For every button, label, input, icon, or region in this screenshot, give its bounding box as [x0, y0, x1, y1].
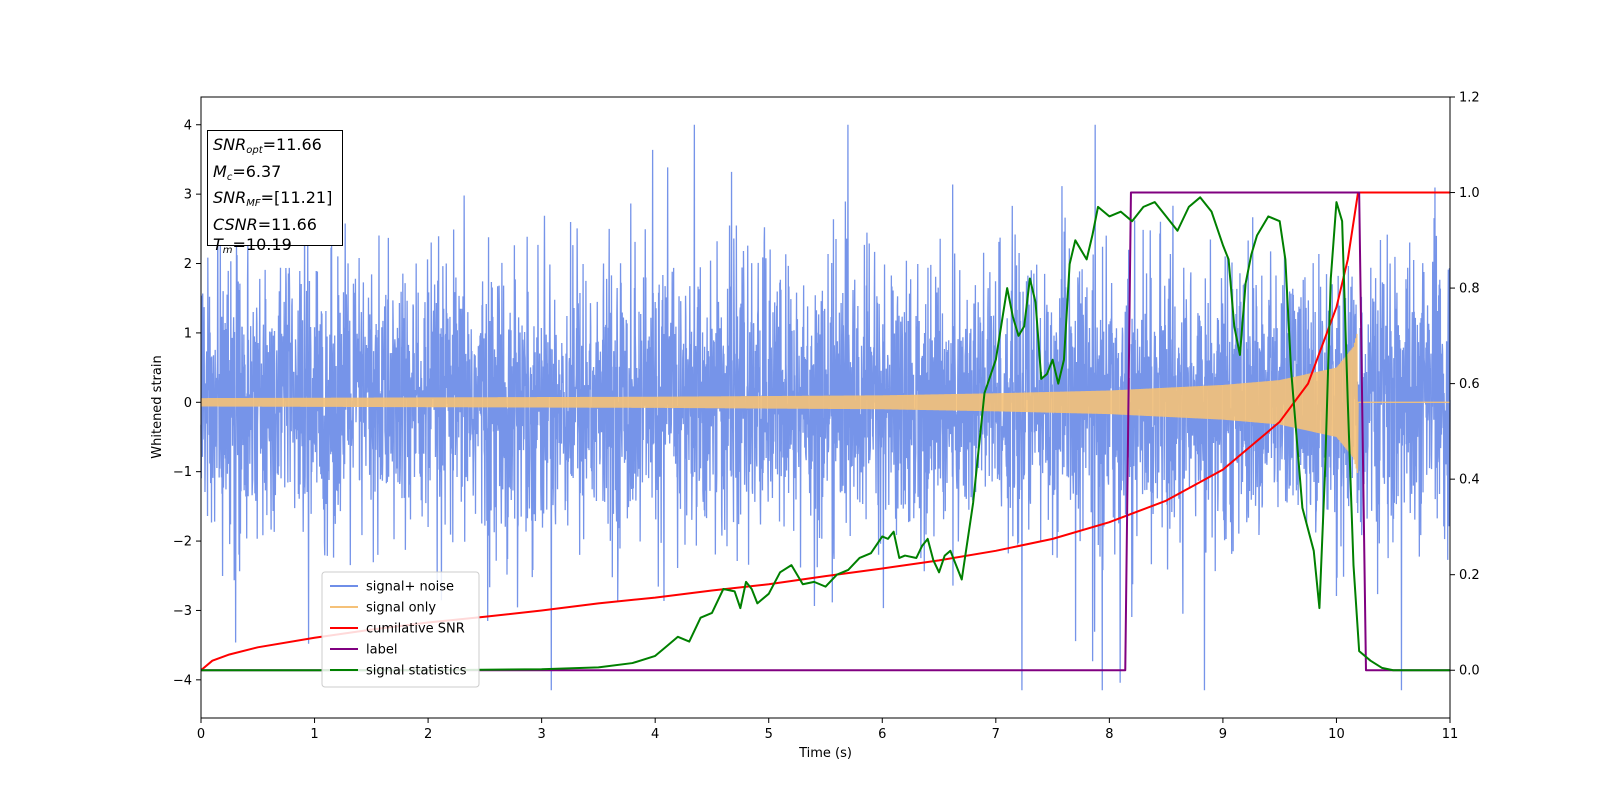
- plot-frame: [200, 96, 1451, 719]
- legend-label-signal-noise: signal+ noise: [366, 580, 454, 595]
- info-snr-mf: SNRMF=[11.21]: [213, 188, 337, 215]
- info-tm-value: =10.19: [232, 235, 292, 254]
- y-tick-label: −3: [173, 604, 192, 619]
- info-mc-subscript: c: [226, 171, 233, 183]
- y2-tick-label: 0.8: [1459, 282, 1480, 297]
- info-csnr-value: =11.66: [257, 214, 317, 234]
- legend-label-label: label: [366, 643, 397, 658]
- info-mc-symbol: M: [213, 161, 227, 181]
- info-tm: Tm=10.19: [213, 235, 337, 262]
- info-mc: Mc=6.37: [213, 162, 337, 189]
- legend-label-signal-only: signal only: [366, 601, 436, 616]
- y2-tick-label: 1.0: [1459, 186, 1480, 201]
- x-tick-label: 6: [878, 727, 886, 742]
- signal-only-layer: [200, 333, 1450, 473]
- y-axis-title: Whitened strain: [150, 355, 165, 458]
- info-snr-opt-value: =11.66: [262, 135, 322, 154]
- info-snr-mf-symbol: SNR: [213, 188, 247, 207]
- y-tick-label: 2: [184, 257, 192, 272]
- info-snr-mf-subscript: MF: [246, 198, 261, 209]
- info-mc-value: =6.37: [232, 161, 282, 181]
- x-tick-label: 10: [1328, 727, 1345, 742]
- y2-tick-label: 0.2: [1459, 568, 1480, 583]
- legend: signal+ noise signal only cumilative SNR la…: [321, 571, 480, 688]
- info-snr-opt-subscript: opt: [246, 145, 263, 156]
- y2-tick-label: 0.6: [1459, 377, 1480, 392]
- y-tick-label: 0: [184, 396, 192, 411]
- x-tick-label: 3: [537, 727, 545, 742]
- y2-tick-label: 0.4: [1459, 473, 1480, 488]
- info-tm-symbol: T: [213, 235, 223, 254]
- x-tick-label: 0: [197, 727, 205, 742]
- legend-label-cumilative-snr: cumilative SNR: [366, 622, 465, 637]
- info-tm-subscript: m: [222, 245, 233, 256]
- signal-statistics-series-line: [201, 196, 1450, 672]
- y2-tick-label: 1.2: [1459, 91, 1480, 106]
- x-tick-label: 9: [1219, 727, 1227, 742]
- legend-label-signal-statistics: signal statistics: [366, 664, 467, 679]
- info-snr-mf-value: =[11.21]: [260, 188, 333, 207]
- y-tick-label: −1: [173, 465, 192, 480]
- x-tick-label: 11: [1442, 727, 1459, 742]
- info-csnr: CSNR=11.66: [213, 215, 337, 236]
- x-tick-label: 1: [310, 727, 318, 742]
- legend-box: [321, 571, 480, 688]
- x-tick-label: 8: [1105, 727, 1113, 742]
- y-tick-label: −4: [173, 673, 192, 688]
- x-axis-title: Time (s): [798, 746, 852, 761]
- info-snr-opt-symbol: SNR: [213, 135, 247, 154]
- info-csnr-symbol: CSNR: [213, 214, 258, 234]
- y-tick-label: −2: [173, 535, 192, 550]
- y2-tick-label: 0.0: [1459, 664, 1480, 679]
- ticks-layer: 0 1 2 3 4 5 6 7 8 9 10 11 −4 −3 −2 −1 0 1 2 3 4 0.0 0.2 0.4 0.6 0…: [173, 91, 1480, 743]
- y-tick-label: 1: [184, 326, 192, 341]
- x-tick-label: 4: [651, 727, 659, 742]
- y-tick-label: 4: [184, 118, 192, 133]
- info-snr-opt: SNRopt=11.66: [213, 135, 337, 162]
- snr-info-box: SNRopt=11.66 Mc=6.37 SNRMF=[11.21] CSNR=…: [207, 130, 343, 256]
- x-tick-label: 5: [765, 727, 773, 742]
- x-tick-label: 2: [424, 727, 432, 742]
- signal-only-series-line: [200, 333, 1450, 473]
- label-series-line: [201, 191, 1450, 672]
- y-tick-label: 3: [184, 188, 192, 203]
- x-tick-label: 7: [992, 727, 1000, 742]
